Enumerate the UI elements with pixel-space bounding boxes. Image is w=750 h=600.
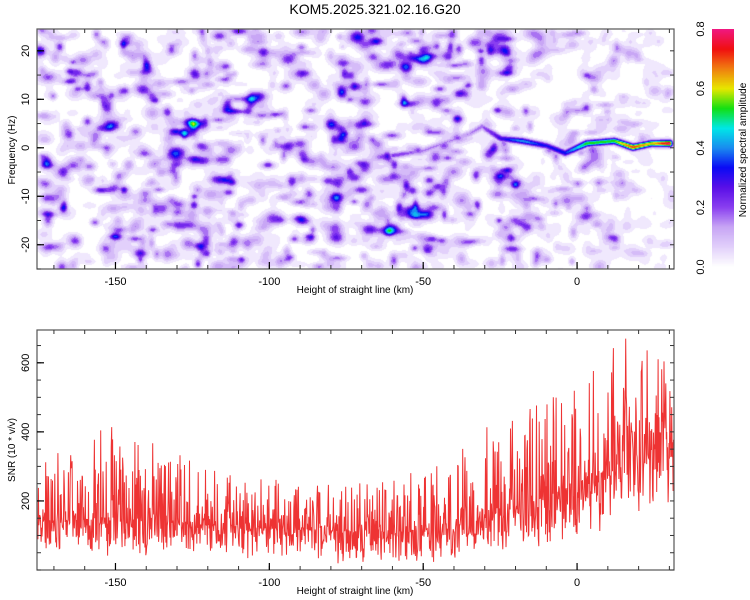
- colorbar-tick-label: 0.8: [695, 21, 707, 36]
- colorbar-tick-label: 0.6: [695, 81, 707, 96]
- snr-frame: [36, 329, 675, 571]
- spectrogram-x-tick-label: -150: [104, 276, 126, 288]
- spectrogram-frame: [36, 28, 675, 270]
- colorbar-gradient: [712, 29, 734, 267]
- snr-y-tick-label: 400: [20, 423, 32, 441]
- figure-title: KOM5.2025.321.02.16.G20: [289, 1, 461, 17]
- snr-x-tick-label: -50: [415, 577, 431, 589]
- snr-x-tick-label: -100: [258, 577, 280, 589]
- snr-y-tick-label: 600: [20, 354, 32, 372]
- spectrogram-y-tick-label: 0: [20, 145, 32, 151]
- colorbar-axes: 0.0 0.2 0.4 0.6 0.8: [695, 21, 707, 274]
- spectrogram-y-tick-label: 10: [20, 93, 32, 105]
- colorbar-tick-label: 0.2: [695, 200, 707, 215]
- spectrogram-x-tick-label: -100: [258, 276, 280, 288]
- spectrogram-y-tick-label: -10: [20, 188, 32, 204]
- colorbar-tick-label: 0.0: [695, 259, 707, 274]
- spectrogram-x-tick-label: 0: [574, 276, 580, 288]
- colorbar-tick-label: 0.4: [695, 140, 707, 155]
- colorbar-label: Normalized spectral amplitude: [738, 82, 749, 217]
- snr-series-line: [37, 338, 674, 564]
- snr-x-tick-label: 0: [574, 577, 580, 589]
- spectrogram-y-tick-label: -20: [20, 237, 32, 253]
- snr-y-axis-label: SNR (10 * v/v): [7, 418, 18, 482]
- snr-x-axis-label: Height of straight line (km): [297, 586, 414, 597]
- snr-plot: -150 -100 -50 0 200 400 600: [20, 329, 675, 589]
- spectrogram-heatmap: [37, 29, 674, 269]
- spectrogram-x-axis-label: Height of straight line (km): [297, 285, 414, 296]
- spectrogram-y-axis-label: Frequency (Hz): [7, 116, 18, 185]
- spectrogram-x-tick-label: -50: [415, 276, 431, 288]
- spectrogram-y-tick-label: 20: [20, 45, 32, 57]
- snr-x-tick-label: -150: [104, 577, 126, 589]
- snr-y-tick-label: 200: [20, 492, 32, 510]
